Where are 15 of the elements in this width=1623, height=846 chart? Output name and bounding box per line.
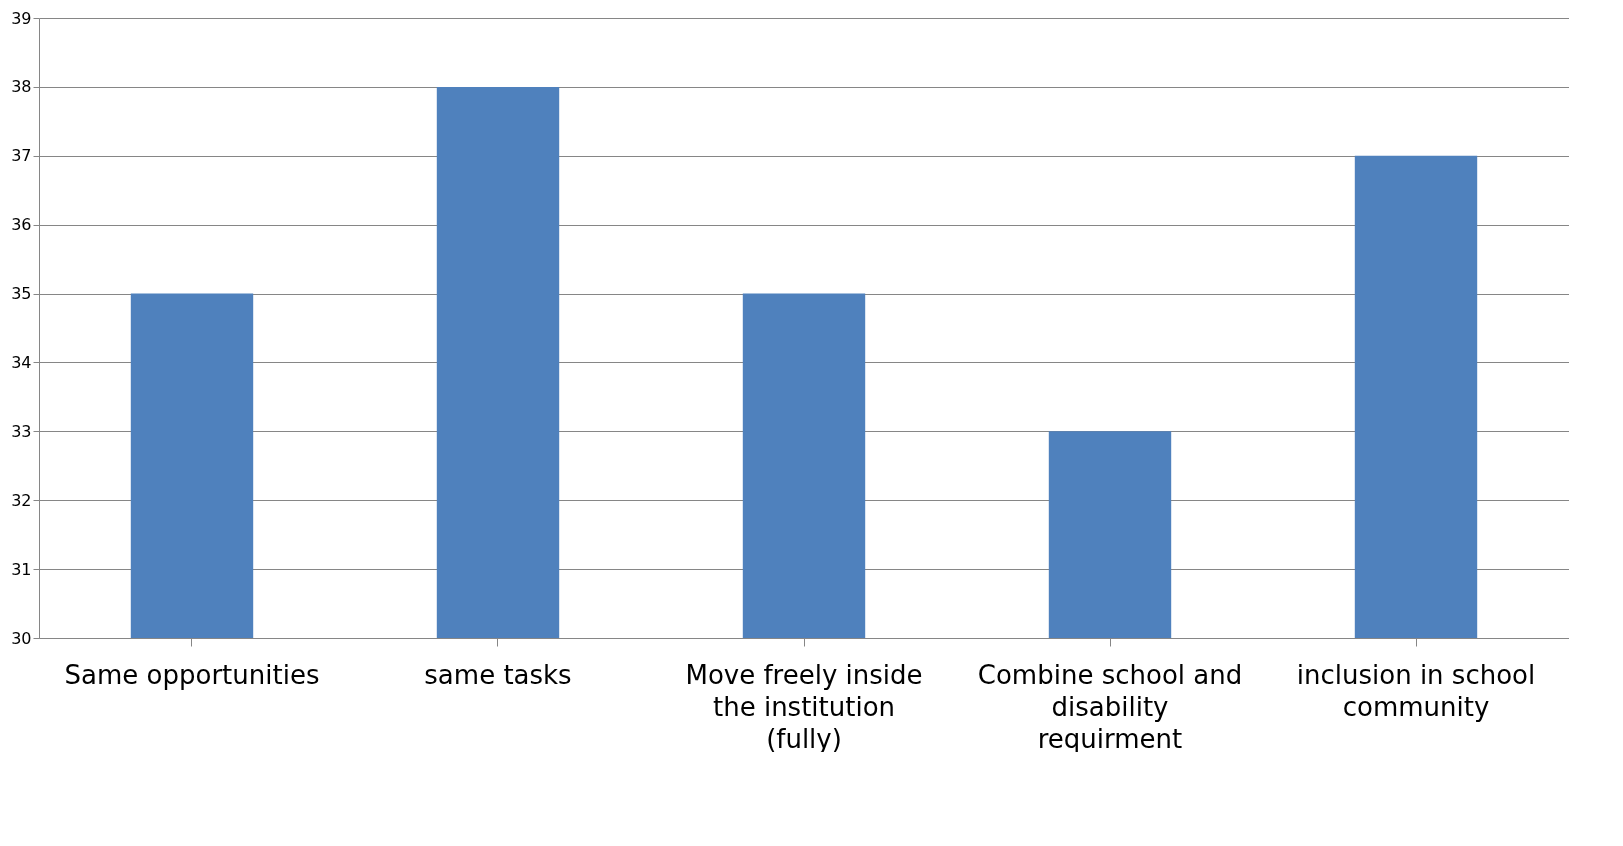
y-tick-label: 30 — [11, 628, 32, 648]
x-tick-label: Move freely inside the institution (fully) — [685, 659, 923, 754]
y-tick-label: 32 — [11, 490, 32, 510]
x-tick-label: inclusion in school community — [1296, 659, 1536, 722]
x-tick-label: Same opportunities — [64, 659, 320, 690]
y-tick-label: 36 — [11, 215, 32, 235]
x-tick-label: same tasks — [424, 659, 572, 690]
y-tick-label: 31 — [11, 559, 32, 579]
y-tick-label: 33 — [11, 421, 32, 441]
y-tick-label: 39 — [11, 8, 32, 28]
x-tick-label: Combine school and disability requirment — [977, 659, 1243, 754]
y-tick-label: 38 — [11, 77, 32, 97]
y-tick-label: 37 — [11, 146, 32, 166]
y-tick-label: 35 — [11, 284, 32, 304]
y-tick-label: 34 — [11, 352, 32, 372]
